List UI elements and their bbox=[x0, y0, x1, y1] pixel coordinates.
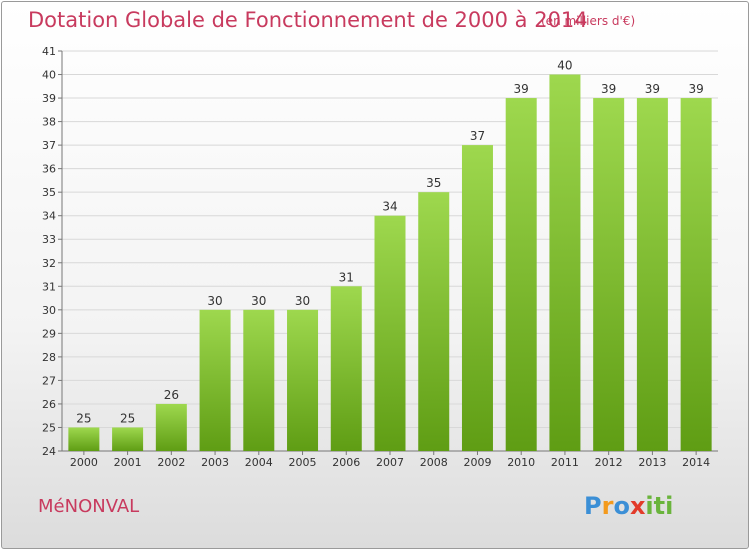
y-tick-label: 34 bbox=[42, 210, 56, 223]
labels: 24 25 26 27 28 29 30 31 32 33 34 35 36 37 38 39 40 41 25 20… bbox=[42, 45, 710, 469]
bar-value-label: 40 bbox=[557, 59, 572, 73]
y-tick-label: 29 bbox=[42, 327, 56, 340]
y-tick-label: 35 bbox=[42, 186, 56, 199]
y-tick-label: 33 bbox=[42, 233, 56, 246]
bar bbox=[330, 286, 362, 451]
x-tick-label: 2009 bbox=[463, 456, 491, 469]
bar bbox=[112, 427, 144, 451]
bar-value-label: 34 bbox=[382, 200, 397, 214]
y-tick-label: 24 bbox=[42, 445, 56, 458]
y-tick-label: 31 bbox=[42, 280, 56, 293]
x-tick-label: 2006 bbox=[332, 456, 360, 469]
x-tick-label: 2013 bbox=[638, 456, 666, 469]
bar bbox=[593, 98, 625, 451]
x-tick-label: 2004 bbox=[245, 456, 273, 469]
bar bbox=[680, 98, 712, 451]
bar bbox=[505, 98, 537, 451]
x-tick-label: 2000 bbox=[70, 456, 98, 469]
bar bbox=[287, 309, 319, 451]
x-tick-label: 2002 bbox=[157, 456, 185, 469]
logo-letter: P bbox=[584, 492, 602, 520]
bar bbox=[155, 403, 187, 451]
y-tick-label: 26 bbox=[42, 398, 56, 411]
chart-subtitle: (en milliers d'€) bbox=[541, 14, 636, 28]
x-tick-label: 2003 bbox=[201, 456, 229, 469]
y-tick-label: 25 bbox=[42, 421, 56, 434]
x-tick-label: 2008 bbox=[420, 456, 448, 469]
chart-title: Dotation Globale de Fonctionnement de 20… bbox=[28, 8, 588, 32]
x-tick-label: 2007 bbox=[376, 456, 404, 469]
bar-value-label: 39 bbox=[688, 82, 703, 96]
bar-value-label: 39 bbox=[645, 82, 660, 96]
bar bbox=[243, 309, 275, 451]
x-tick-label: 2012 bbox=[595, 456, 623, 469]
bar-value-label: 30 bbox=[295, 294, 310, 308]
bar bbox=[199, 309, 231, 451]
bar-value-label: 30 bbox=[251, 294, 266, 308]
logo-letter: x bbox=[629, 492, 646, 520]
bar-value-label: 31 bbox=[339, 270, 354, 284]
bar-value-label: 37 bbox=[470, 129, 485, 143]
commune-name: MéNONVAL bbox=[38, 496, 140, 517]
x-tick-label: 2011 bbox=[551, 456, 579, 469]
y-tick-label: 41 bbox=[42, 45, 56, 58]
x-tick-label: 2005 bbox=[289, 456, 317, 469]
bar-value-label: 26 bbox=[164, 388, 179, 402]
y-tick-label: 38 bbox=[42, 116, 56, 129]
bar-value-label: 35 bbox=[426, 176, 441, 190]
bar-value-label: 25 bbox=[120, 411, 135, 425]
bar bbox=[461, 145, 493, 451]
y-tick-label: 36 bbox=[42, 163, 56, 176]
bar bbox=[68, 427, 100, 451]
proxiti-logo[interactable]: Proxiti bbox=[584, 492, 673, 520]
bar-value-label: 25 bbox=[76, 411, 91, 425]
bar bbox=[374, 215, 406, 451]
bars bbox=[68, 74, 712, 452]
y-tick-label: 40 bbox=[42, 69, 56, 82]
x-tick-label: 2010 bbox=[507, 456, 535, 469]
bar-value-label: 39 bbox=[601, 82, 616, 96]
logo-letter: i bbox=[645, 492, 654, 520]
bar bbox=[636, 98, 668, 451]
y-tick-label: 30 bbox=[42, 304, 56, 317]
logo-letter: r bbox=[601, 492, 614, 520]
y-tick-label: 32 bbox=[42, 257, 56, 270]
bar-value-label: 30 bbox=[207, 294, 222, 308]
logo-letter: ti bbox=[653, 492, 674, 520]
x-tick-label: 2014 bbox=[682, 456, 710, 469]
logo-letter: o bbox=[613, 492, 630, 520]
y-tick-label: 39 bbox=[42, 92, 56, 105]
bar bbox=[418, 192, 450, 452]
bar bbox=[549, 74, 581, 451]
bar-value-label: 39 bbox=[514, 82, 529, 96]
y-tick-label: 37 bbox=[42, 139, 56, 152]
y-tick-label: 27 bbox=[42, 374, 56, 387]
y-tick-label: 28 bbox=[42, 351, 56, 364]
x-tick-label: 2001 bbox=[114, 456, 142, 469]
